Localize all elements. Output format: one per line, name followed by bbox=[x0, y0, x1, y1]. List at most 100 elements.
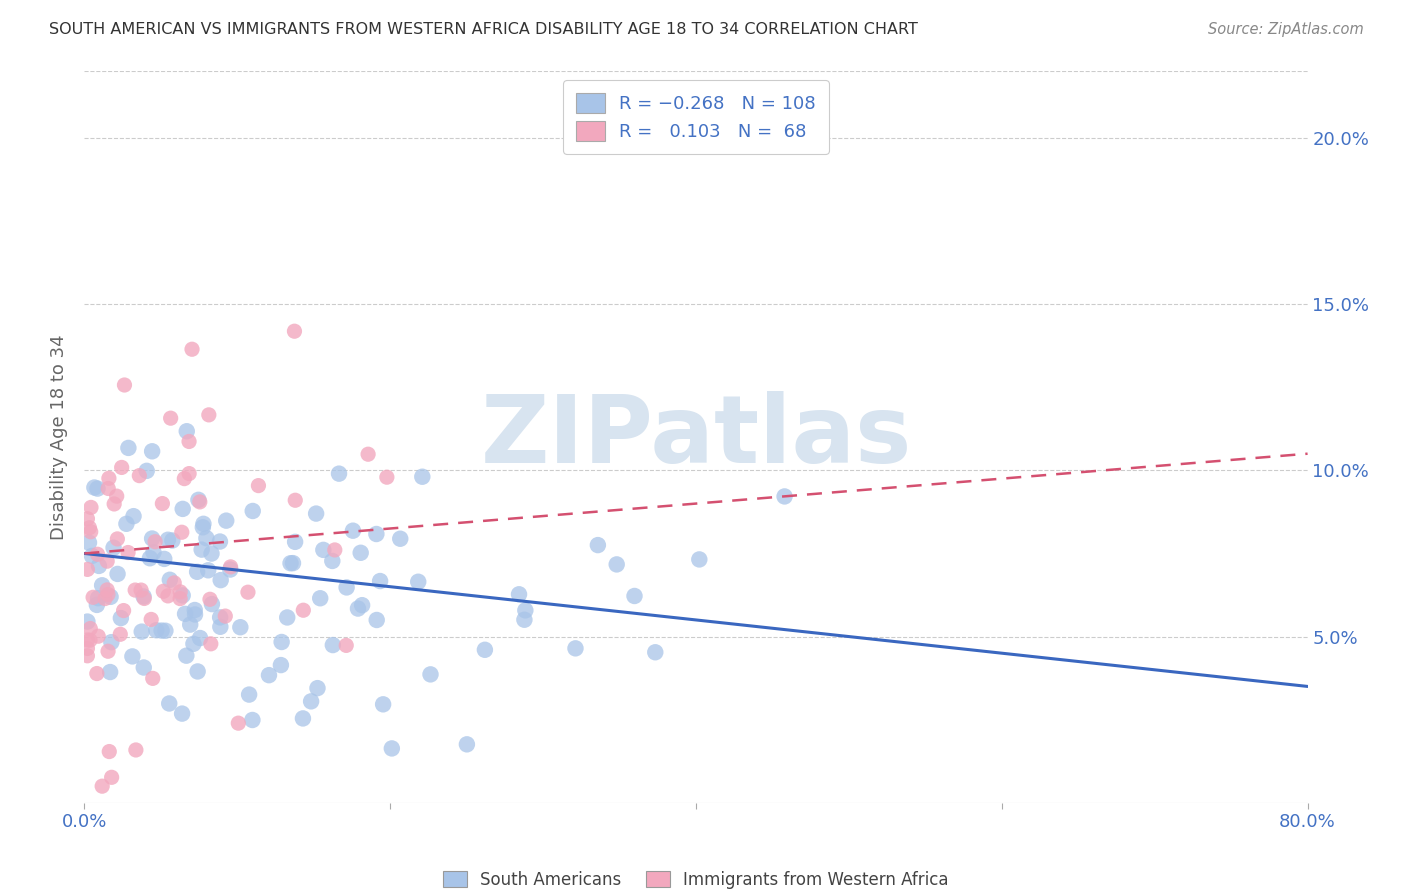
Point bbox=[80, 549, 103, 563]
Point bbox=[156, 533, 179, 547]
Point bbox=[513, 613, 536, 627]
Point bbox=[688, 552, 710, 566]
Point bbox=[201, 597, 224, 611]
Point bbox=[97, 644, 120, 658]
Point bbox=[100, 770, 122, 784]
Point bbox=[76, 512, 98, 526]
Point bbox=[184, 607, 207, 622]
Point bbox=[79, 622, 101, 636]
Point bbox=[586, 538, 609, 552]
Point bbox=[191, 520, 214, 534]
Point bbox=[76, 632, 98, 647]
Point bbox=[79, 521, 101, 535]
Point bbox=[389, 532, 412, 546]
Point bbox=[198, 408, 221, 422]
Point bbox=[322, 638, 344, 652]
Point bbox=[145, 624, 167, 638]
Point bbox=[91, 779, 114, 793]
Point bbox=[508, 587, 530, 601]
Point bbox=[105, 489, 128, 503]
Point bbox=[342, 524, 364, 538]
Point bbox=[299, 694, 322, 708]
Text: SOUTH AMERICAN VS IMMIGRANTS FROM WESTERN AFRICA DISABILITY AGE 18 TO 34 CORRELA: SOUTH AMERICAN VS IMMIGRANTS FROM WESTER… bbox=[49, 22, 918, 37]
Point bbox=[98, 745, 121, 759]
Point bbox=[100, 635, 122, 649]
Point bbox=[291, 711, 314, 725]
Point bbox=[209, 620, 232, 634]
Point bbox=[115, 516, 138, 531]
Point bbox=[114, 378, 136, 392]
Point bbox=[110, 627, 132, 641]
Point bbox=[103, 541, 125, 555]
Point bbox=[177, 434, 200, 449]
Point bbox=[76, 615, 98, 629]
Point bbox=[152, 584, 174, 599]
Point bbox=[474, 642, 496, 657]
Point bbox=[281, 556, 304, 570]
Point bbox=[98, 665, 121, 679]
Point bbox=[77, 535, 100, 549]
Point bbox=[270, 635, 292, 649]
Point bbox=[283, 324, 305, 338]
Point bbox=[117, 441, 139, 455]
Point bbox=[150, 624, 173, 638]
Point bbox=[96, 554, 118, 568]
Point bbox=[328, 467, 350, 481]
Point bbox=[110, 611, 132, 625]
Point bbox=[347, 601, 370, 615]
Point bbox=[184, 603, 207, 617]
Point bbox=[381, 741, 404, 756]
Point bbox=[186, 565, 208, 579]
Point bbox=[336, 581, 359, 595]
Point bbox=[229, 620, 252, 634]
Point bbox=[292, 603, 315, 617]
Point bbox=[176, 648, 198, 663]
Point bbox=[236, 585, 259, 599]
Point bbox=[91, 578, 114, 592]
Point bbox=[257, 668, 280, 682]
Point bbox=[157, 697, 180, 711]
Point bbox=[107, 566, 129, 581]
Point bbox=[321, 554, 343, 568]
Point bbox=[132, 590, 155, 604]
Point bbox=[129, 583, 152, 598]
Point bbox=[176, 424, 198, 438]
Point bbox=[197, 563, 219, 577]
Point bbox=[173, 472, 195, 486]
Point bbox=[142, 545, 165, 559]
Point bbox=[284, 534, 307, 549]
Point bbox=[219, 560, 242, 574]
Point bbox=[141, 612, 163, 626]
Point bbox=[270, 658, 292, 673]
Point bbox=[76, 648, 98, 663]
Point bbox=[162, 533, 184, 548]
Point bbox=[181, 343, 204, 357]
Point bbox=[76, 641, 98, 656]
Point bbox=[195, 531, 218, 545]
Point bbox=[150, 497, 173, 511]
Point bbox=[215, 514, 238, 528]
Point bbox=[124, 583, 146, 598]
Point bbox=[305, 507, 328, 521]
Point bbox=[419, 667, 441, 681]
Point bbox=[105, 532, 128, 546]
Point bbox=[79, 633, 101, 648]
Point bbox=[135, 464, 157, 478]
Point bbox=[309, 591, 332, 606]
Point bbox=[121, 649, 143, 664]
Point bbox=[606, 558, 628, 572]
Point bbox=[142, 672, 165, 686]
Point bbox=[209, 573, 232, 587]
Point bbox=[208, 534, 231, 549]
Point bbox=[143, 534, 166, 549]
Point bbox=[112, 603, 135, 617]
Point bbox=[87, 629, 110, 643]
Point bbox=[134, 591, 156, 606]
Point bbox=[284, 493, 307, 508]
Point bbox=[773, 490, 796, 504]
Point bbox=[190, 542, 212, 557]
Y-axis label: Disability Age 18 to 34: Disability Age 18 to 34 bbox=[51, 334, 69, 540]
Point bbox=[86, 598, 108, 612]
Point bbox=[335, 639, 357, 653]
Point bbox=[172, 588, 194, 602]
